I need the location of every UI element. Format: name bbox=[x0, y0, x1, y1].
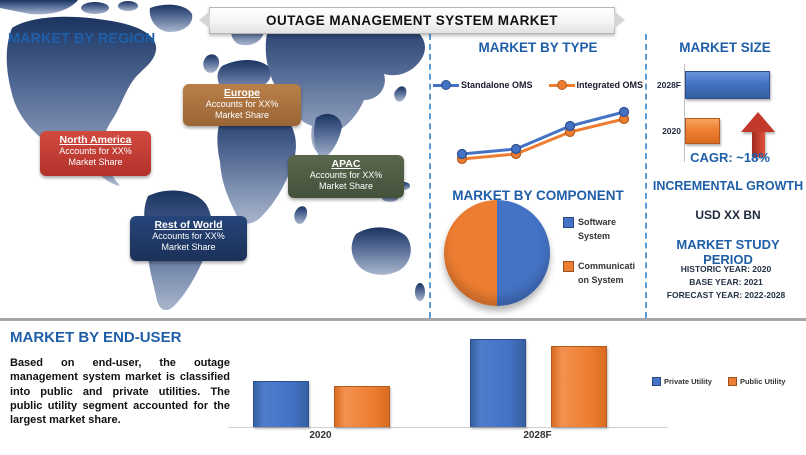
end-user-bar-private-2020 bbox=[253, 381, 309, 427]
legend-item-standalone-oms: Standalone OMS bbox=[432, 80, 533, 90]
legend-item-public-utility: Public Utility bbox=[727, 377, 786, 386]
title-banner: OUTAGE MANAGEMENT SYSTEM MARKET bbox=[199, 7, 625, 34]
callout-line2: Market Share bbox=[318, 181, 374, 191]
study-period-historic: HISTORIC YEAR: 2020 bbox=[680, 264, 772, 274]
legend-swatch-icon bbox=[652, 377, 661, 386]
callout-title: APAC bbox=[331, 158, 361, 170]
legend-label: Private Utility bbox=[664, 377, 712, 386]
callout-north-america: North America Accounts for XX% Market Sh… bbox=[40, 131, 151, 176]
x-axis-label-2020: 2020 bbox=[309, 430, 332, 441]
callout-line2: Market Share bbox=[68, 157, 123, 167]
incremental-growth-value: USD XX BN bbox=[695, 208, 761, 222]
end-user-heading: MARKET BY END-USER bbox=[10, 329, 182, 346]
callout-line1: Accounts for XX% bbox=[152, 231, 225, 241]
legend-label: Communication System bbox=[578, 261, 636, 285]
component-legend: Software System Communication System bbox=[563, 216, 640, 287]
callout-rest-of-world: Rest of World Accounts for XX% Market Sh… bbox=[130, 216, 247, 261]
study-period-base: BASE YEAR: 2021 bbox=[689, 277, 763, 287]
type-line-chart bbox=[456, 106, 630, 165]
callout-title: Rest of World bbox=[154, 219, 223, 231]
line-marker-icon bbox=[432, 80, 459, 90]
callout-line2: Market Share bbox=[214, 110, 270, 120]
market-size-bar-2020 bbox=[685, 118, 721, 144]
study-period-forecast: FORECAST YEAR: 2022-2028 bbox=[666, 290, 786, 300]
incremental-growth-heading: INCREMENTAL GROWTH bbox=[652, 179, 804, 193]
growth-arrow-icon bbox=[741, 112, 775, 158]
end-user-bar-private-2028f bbox=[470, 339, 526, 427]
market-size-bar-2028f bbox=[685, 71, 770, 99]
callout-title: North America bbox=[59, 134, 132, 146]
study-period-lines: HISTORIC YEAR: 2020 BASE YEAR: 2021 FORE… bbox=[646, 263, 806, 302]
type-chart-legend: Standalone OMS Integrated OMS bbox=[430, 80, 646, 90]
legend-swatch-icon bbox=[727, 377, 737, 386]
legend-label: Public Utility bbox=[739, 377, 786, 386]
callout-apac: APAC Accounts for XX% Market Share bbox=[288, 155, 404, 198]
market-size-axis bbox=[684, 64, 685, 162]
study-period-heading: MARKET STUDY PERIOD bbox=[676, 237, 780, 267]
x-axis-line bbox=[228, 427, 668, 428]
end-user-legend: Private Utility Public Utility bbox=[652, 377, 785, 386]
component-section-heading: MARKET BY COMPONENT bbox=[452, 188, 624, 203]
market-size-heading: MARKET SIZE bbox=[679, 40, 771, 55]
component-pie bbox=[444, 200, 550, 306]
bar-label-2020: 2020 bbox=[662, 126, 681, 136]
legend-label: Integrated OMS bbox=[576, 80, 644, 90]
callout-europe: Europe Accounts for XX% Market Share bbox=[183, 84, 301, 126]
horizontal-divider bbox=[0, 318, 806, 321]
legend-item-integrated-oms: Integrated OMS bbox=[548, 80, 644, 90]
cagr-text: CAGR: ~18% bbox=[690, 150, 770, 165]
legend-item-software-system: Software System bbox=[563, 216, 640, 243]
legend-item-private-utility: Private Utility bbox=[652, 377, 712, 386]
vertical-divider-right bbox=[645, 34, 647, 318]
legend-swatch-icon bbox=[563, 217, 574, 228]
legend-label: Standalone OMS bbox=[460, 80, 533, 90]
legend-label: Software System bbox=[578, 217, 617, 241]
legend-swatch-icon bbox=[563, 261, 574, 272]
callout-line2: Market Share bbox=[161, 242, 216, 252]
x-axis-label-2028f: 2028F bbox=[523, 430, 552, 441]
callout-line1: Accounts for XX% bbox=[309, 170, 383, 180]
end-user-bar-public-2028f bbox=[551, 346, 607, 427]
end-user-bar-public-2020 bbox=[334, 386, 390, 427]
bar-label-2028f: 2028F bbox=[656, 80, 681, 90]
end-user-paragraph: Based on end-user, the outage management… bbox=[10, 357, 230, 427]
type-section-heading: MARKET BY TYPE bbox=[478, 40, 598, 55]
region-section-heading: MARKET BY REGION bbox=[8, 31, 156, 47]
legend-item-communication-system: Communication System bbox=[563, 260, 640, 287]
vertical-divider-left bbox=[429, 34, 431, 318]
line-marker-icon bbox=[548, 80, 575, 90]
callout-line1: Accounts for XX% bbox=[59, 146, 132, 156]
end-user-chart: 2020 2028F bbox=[228, 330, 668, 442]
page-title: OUTAGE MANAGEMENT SYSTEM MARKET bbox=[266, 13, 558, 28]
callout-title: Europe bbox=[223, 87, 261, 99]
callout-line1: Accounts for XX% bbox=[205, 99, 279, 109]
